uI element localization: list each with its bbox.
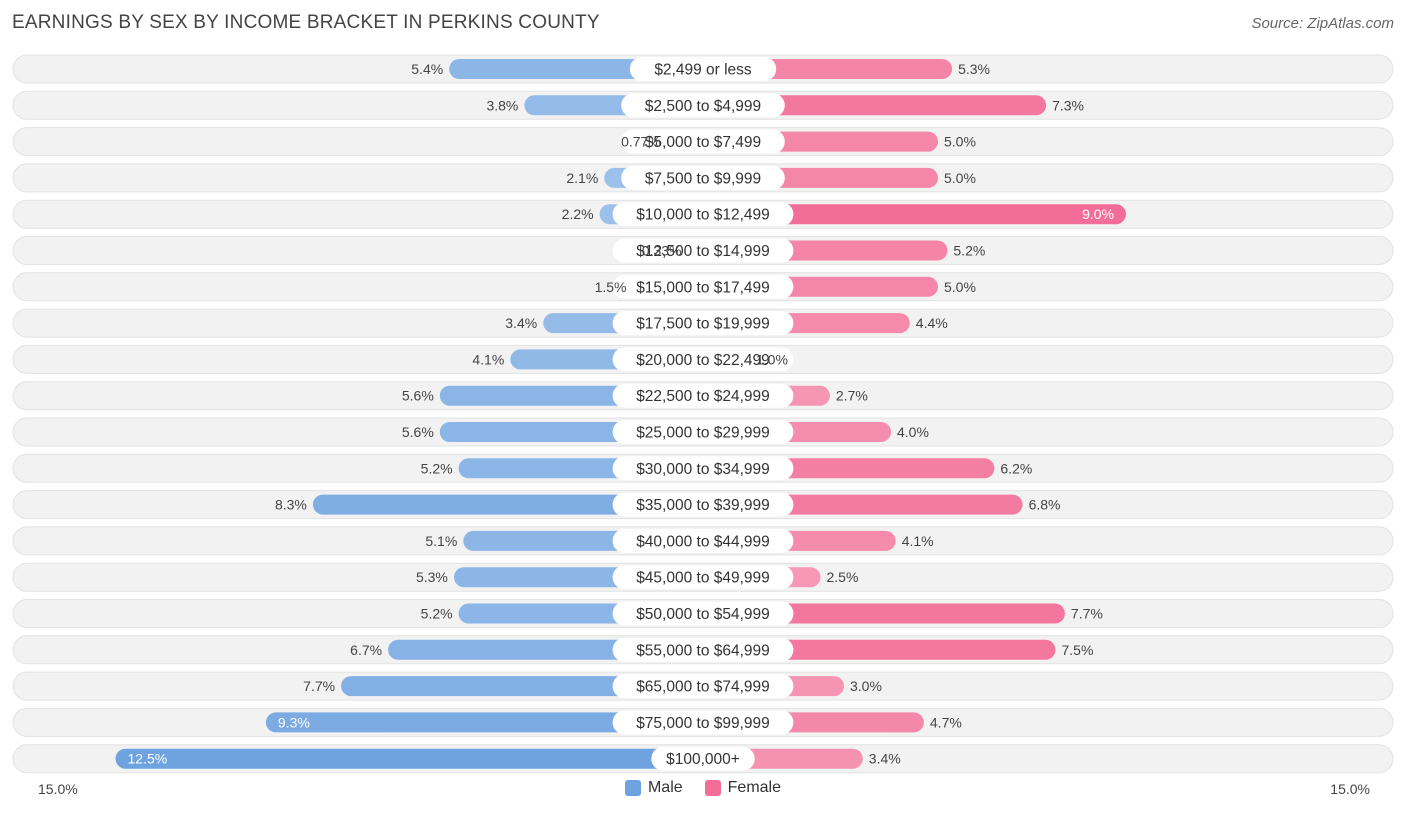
category-pill: [612, 347, 794, 372]
male-value-label: 0.33%: [642, 243, 682, 259]
female-value-label: 9.0%: [1082, 206, 1114, 222]
male-value-label: 0.77%: [621, 134, 661, 150]
axis-min-label: 15.0%: [38, 781, 78, 797]
axis-max-label: 15.0%: [1330, 781, 1370, 797]
male-value-label: 6.7%: [350, 642, 382, 658]
category-label: $45,000 to $49,999: [636, 570, 770, 587]
legend-item-female[interactable]: Female: [704, 779, 782, 797]
male-value-label: 4.1%: [472, 351, 504, 367]
female-value-label: 3.0%: [850, 678, 882, 694]
female-value-label: 2.5%: [827, 569, 859, 585]
category-label: $20,000 to $22,499: [636, 352, 770, 369]
legend-label-male: Male: [647, 779, 683, 796]
legend-swatch-female: [704, 780, 721, 796]
category-pill: [612, 456, 794, 481]
source-label: Source: ZipAtlas.com: [1251, 15, 1394, 32]
male-value-label: 3.8%: [486, 97, 518, 113]
legend: Male Female: [0, 779, 1406, 797]
category-label: $50,000 to $54,999: [636, 606, 770, 623]
category-pill: [612, 383, 794, 408]
male-value-label: 5.6%: [402, 388, 434, 404]
legend-item-male[interactable]: Male: [624, 779, 683, 797]
female-value-label: 6.2%: [1000, 460, 1032, 476]
female-value-label: 5.0%: [944, 170, 976, 186]
female-value-label: 7.5%: [1062, 642, 1094, 658]
female-value-label: 4.0%: [897, 424, 929, 440]
category-pill: [621, 129, 785, 154]
male-value-label: 5.6%: [402, 424, 434, 440]
category-pill: [621, 93, 785, 118]
category-label: $75,000 to $99,999: [636, 715, 770, 732]
category-label: $2,500 to $4,999: [645, 98, 761, 115]
category-pill: [612, 238, 794, 263]
category-pill: [612, 420, 794, 444]
male-value-label: 2.1%: [566, 170, 598, 186]
female-value-label: 6.8%: [1029, 497, 1061, 513]
male-value-label: 12.5%: [128, 751, 168, 767]
category-pill: [629, 57, 777, 81]
category-label: $10,000 to $12,499: [636, 207, 770, 224]
male-bar: [312, 494, 713, 515]
category-pill: [612, 710, 794, 735]
legend-label-female: Female: [727, 779, 782, 796]
male-bar: [265, 712, 713, 733]
category-pill: [612, 528, 794, 553]
category-label: $55,000 to $64,999: [636, 642, 770, 659]
category-label: $65,000 to $74,999: [636, 679, 770, 696]
category-label: $2,499 or less: [654, 62, 752, 79]
male-value-label: 8.3%: [275, 497, 307, 513]
category-label: $15,000 to $17,499: [636, 279, 770, 296]
female-value-label: 5.0%: [944, 134, 976, 150]
female-value-label: 7.7%: [1071, 606, 1103, 622]
male-value-label: 9.3%: [278, 714, 310, 730]
female-value-label: 4.7%: [930, 714, 962, 730]
male-value-label: 1.5%: [595, 279, 627, 295]
female-value-label: 7.3%: [1052, 97, 1084, 113]
female-bar: [693, 204, 1126, 225]
female-value-label: 4.1%: [902, 533, 934, 549]
male-value-label: 7.7%: [303, 678, 335, 694]
male-value-label: 5.3%: [416, 569, 448, 585]
female-value-label: 4.4%: [916, 315, 948, 331]
category-label: $22,500 to $24,999: [636, 388, 770, 405]
female-value-label: 5.3%: [958, 61, 990, 77]
category-pill: [612, 565, 794, 590]
category-pill: [612, 637, 794, 662]
diverging-bar-chart: $2,499 or less 5.4% 5.3% $2,500 to $4,999 3.…: [12, 54, 1394, 774]
category-pill: [612, 492, 794, 517]
male-value-label: 5.2%: [421, 460, 453, 476]
category-label: $5,000 to $7,499: [645, 134, 761, 151]
category-pill: [612, 601, 794, 626]
male-value-label: 5.2%: [421, 606, 453, 622]
category-pill: [612, 202, 794, 227]
category-label: $100,000+: [666, 751, 740, 768]
male-value-label: 5.1%: [425, 533, 457, 549]
female-value-label: 3.4%: [869, 751, 901, 767]
category-label: $40,000 to $44,999: [636, 533, 770, 550]
chart-title: EARNINGS BY SEX BY INCOME BRACKET IN PER…: [12, 12, 600, 33]
category-label: $25,000 to $29,999: [636, 425, 770, 442]
category-pill: [651, 746, 755, 771]
category-pill: [612, 274, 794, 299]
male-value-label: 5.4%: [411, 61, 443, 77]
female-value-label: 5.2%: [953, 243, 985, 259]
category-label: $7,500 to $9,999: [645, 170, 761, 187]
category-pill: [621, 165, 785, 190]
male-bar: [115, 748, 713, 769]
category-label: $30,000 to $34,999: [636, 461, 770, 478]
category-pill: [612, 674, 794, 699]
female-value-label: 5.0%: [944, 279, 976, 295]
category-pill: [612, 311, 794, 336]
male-value-label: 3.4%: [505, 315, 537, 331]
female-value-label: 1.0%: [756, 351, 788, 367]
male-value-label: 2.2%: [562, 206, 594, 222]
category-label: $12,500 to $14,999: [636, 243, 770, 260]
category-label: $35,000 to $39,999: [636, 497, 770, 514]
legend-swatch-male: [624, 780, 641, 796]
female-value-label: 2.7%: [836, 388, 868, 404]
category-label: $17,500 to $19,999: [636, 316, 770, 333]
